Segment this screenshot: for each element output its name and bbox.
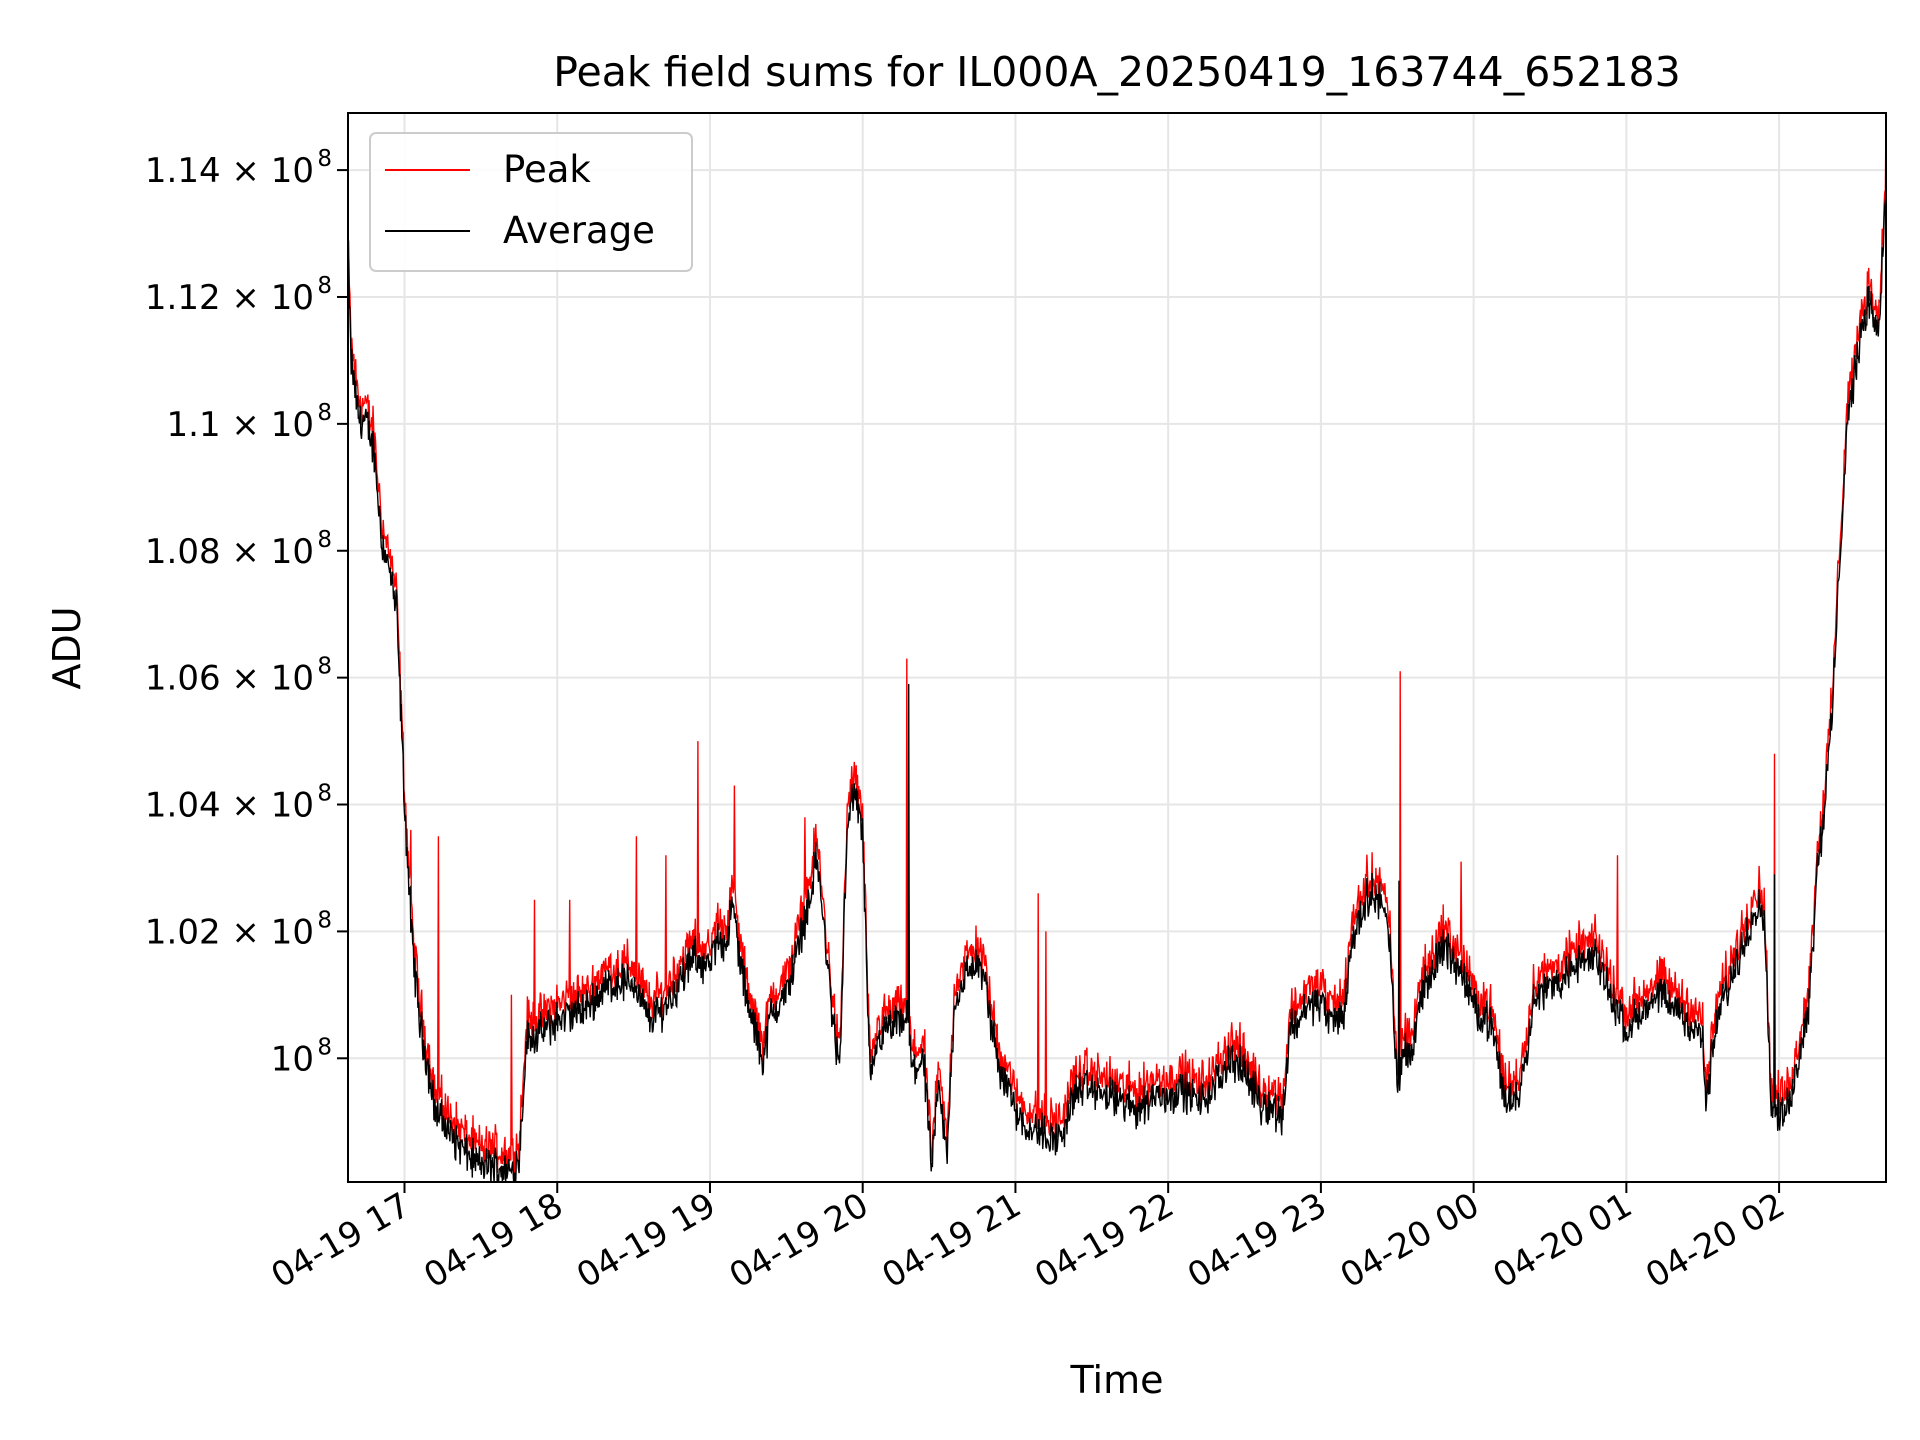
y-tick-exponent: 8 [317, 527, 332, 553]
y-axis: 10 81.02 × 10 81.04 × 10 81.06 × 10 81.08 × … [145, 146, 348, 1079]
y-tick-exponent: 8 [317, 400, 332, 426]
plot-area-frame [347, 112, 1887, 1183]
y-tick-exponent: 8 [317, 654, 332, 680]
legend: Peak Average [369, 132, 693, 272]
y-tick-exponent: 8 [317, 781, 332, 807]
y-axis-label: ADU [45, 606, 89, 689]
legend-average-label: Average [503, 209, 655, 252]
legend-peak-label: Peak [503, 148, 591, 191]
y-tick-label: 1.06 × 10 [145, 659, 314, 699]
chart-title: Peak field sums for IL000A_20250419_1637… [553, 48, 1680, 96]
y-tick-exponent: 8 [317, 907, 332, 933]
y-tick-exponent: 8 [317, 273, 332, 299]
y-tick-label: 1.1 × 10 [167, 405, 314, 445]
y-tick-exponent: 8 [317, 146, 332, 172]
y-tick-label: 1.04 × 10 [145, 786, 314, 826]
y-tick-label: 1.02 × 10 [145, 912, 314, 952]
y-tick-label: 1.08 × 10 [145, 532, 314, 572]
series-average-line [348, 198, 1886, 1182]
legend-box [369, 132, 693, 272]
x-axis-label: Time [1070, 1358, 1164, 1402]
y-tick-label: 1.14 × 10 [145, 151, 314, 191]
series-layer [348, 113, 1886, 1182]
y-tick-label: 10 [271, 1039, 314, 1079]
series-peak-line [348, 113, 1886, 1180]
y-tick-label: 1.12 × 10 [145, 278, 314, 318]
y-tick-exponent: 8 [317, 1034, 332, 1060]
